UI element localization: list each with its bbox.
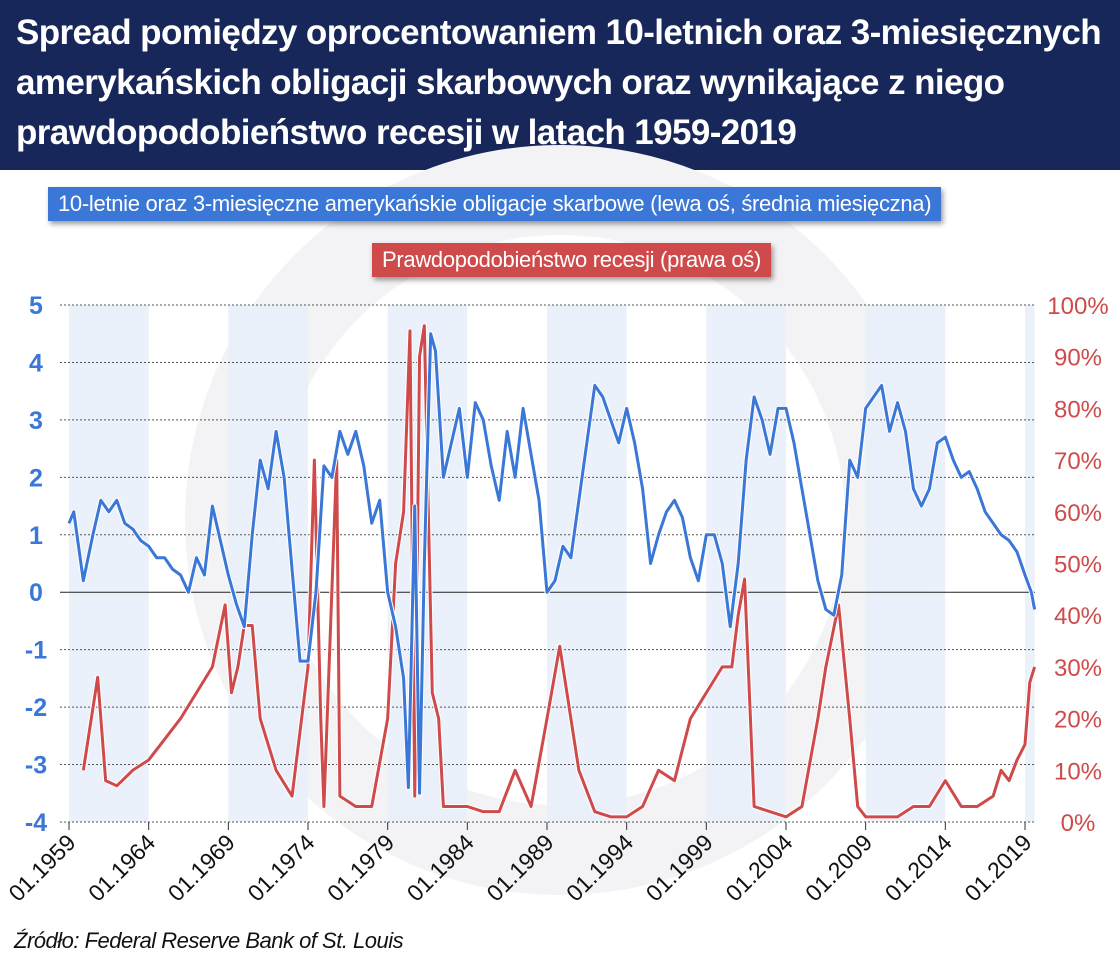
- y-left-tick-label: -2: [25, 694, 47, 722]
- x-tick-label: 01.1979: [322, 829, 399, 906]
- spread-line: [67, 332, 1037, 795]
- shaded-band: [1025, 305, 1035, 822]
- y-right-tick-label: 100%: [1047, 293, 1108, 320]
- y-left-tick-label: -1: [25, 637, 47, 665]
- y-right-tick-label: 70%: [1054, 448, 1102, 475]
- probability-line: [81, 324, 1036, 819]
- shaded-band: [865, 305, 946, 822]
- x-tick-label: 01.1974: [242, 829, 319, 906]
- y-left-tick-label: -4: [25, 809, 47, 837]
- x-tick-label: 01.1959: [3, 829, 80, 906]
- y-left-tick-label: 4: [29, 349, 43, 377]
- y-right-tick-label: 90%: [1054, 345, 1102, 372]
- shaded-band: [228, 305, 308, 822]
- x-tick-label: 01.1964: [83, 829, 160, 906]
- y-left-tick-label: 5: [29, 292, 43, 320]
- y-right-tick-label: 0%: [1061, 810, 1096, 837]
- y-left-tick-label: 3: [29, 407, 43, 435]
- y-right-tick-label: 80%: [1054, 396, 1102, 423]
- y-left-tick-label: 1: [29, 522, 43, 550]
- header-banner: Spread pomiędzy oprocentowaniem 10-letni…: [0, 0, 1120, 170]
- y-right-tick-label: 30%: [1054, 655, 1102, 682]
- y-right-tick-label: 40%: [1054, 603, 1102, 630]
- legend-probability: Prawdopodobieństwo recesji (prawa oś): [372, 243, 771, 277]
- x-tick-label: 01.2014: [880, 829, 957, 906]
- x-tick-label: 01.2019: [959, 829, 1036, 906]
- chart-title: Spread pomiędzy oprocentowaniem 10-letni…: [16, 13, 1102, 152]
- y-right-tick-label: 20%: [1054, 707, 1102, 734]
- y-left-tick-label: 0: [29, 579, 43, 607]
- x-tick-label: 01.2009: [800, 829, 877, 906]
- y-right-tick-label: 50%: [1054, 552, 1102, 579]
- legend-spread: 10-letnie oraz 3-miesięczne amerykańskie…: [48, 187, 942, 221]
- shaded-band: [706, 305, 786, 822]
- y-right-tick-label: 10%: [1054, 758, 1102, 785]
- source-note: Źródło: Federal Reserve Bank of St. Loui…: [14, 928, 404, 953]
- y-left-tick-label: 2: [29, 464, 43, 492]
- y-right-tick-label: 60%: [1054, 500, 1102, 527]
- x-tick-label: 01.1969: [163, 829, 240, 906]
- y-left-tick-label: -3: [25, 752, 47, 780]
